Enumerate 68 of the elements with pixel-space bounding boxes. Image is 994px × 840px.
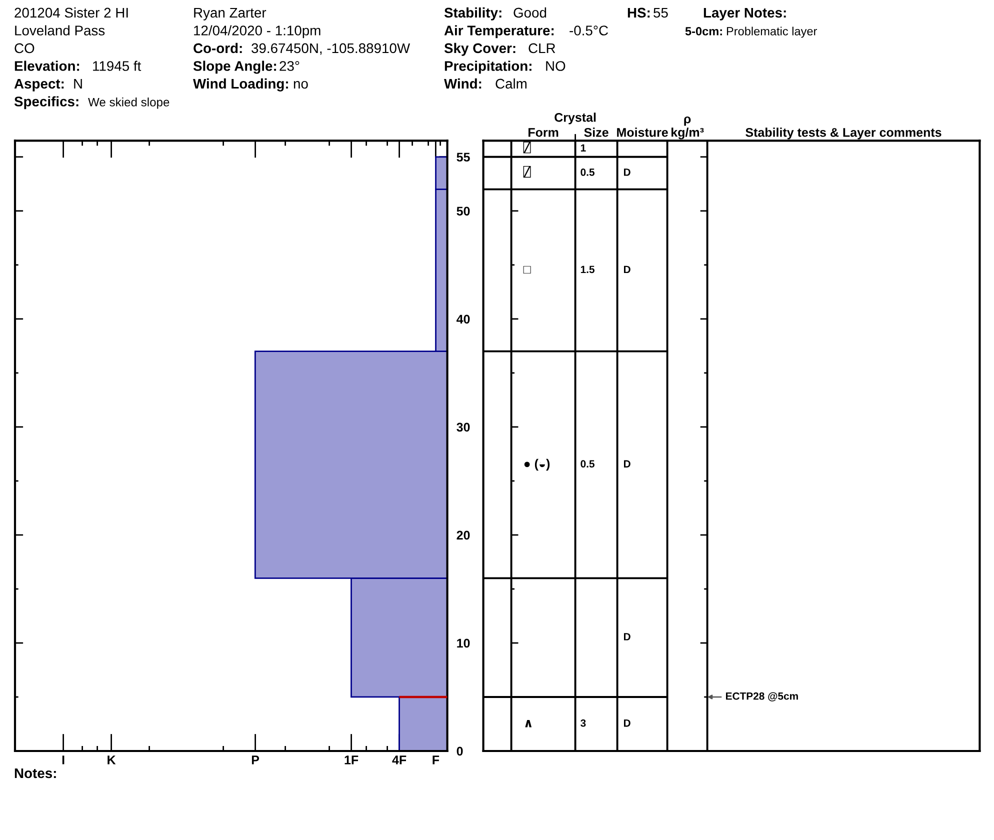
- text: D: [624, 720, 630, 727]
- text: Calm: [496, 78, 526, 89]
- text: ∧: [525, 720, 532, 728]
- text: K: [108, 756, 116, 764]
- text: 39.67450N, -105.88910W: [252, 43, 410, 55]
- text: Slope Angle:: [193, 60, 276, 74]
- text: Wind Loading:: [193, 78, 288, 92]
- text: Ryan Zarter: [194, 8, 266, 20]
- text: Stability:: [444, 7, 502, 20]
- y-tick-label: 30: [456, 422, 470, 432]
- text: ● (◒): [524, 458, 550, 471]
- text: Layer Notes:: [704, 8, 786, 20]
- y-tick-label: 55: [456, 152, 470, 162]
- text: Loveland Pass: [15, 25, 105, 36]
- text: Precipitation:: [444, 60, 532, 74]
- text: N: [74, 78, 82, 88]
- text: 12/04/2020 - 1:10pm: [194, 25, 320, 38]
- text: Sky Cover:: [444, 42, 516, 56]
- text: -0.5°C: [570, 26, 608, 36]
- text: CLR: [528, 43, 556, 54]
- text: Good: [514, 7, 546, 18]
- text: 4F: [392, 756, 406, 764]
- text: Aspect:: [14, 78, 64, 92]
- text: Problematic layer: [726, 26, 818, 38]
- y-tick-label: 0: [456, 746, 463, 756]
- text: ECTP28 @5cm: [726, 692, 798, 702]
- text: Specifics:: [14, 96, 78, 110]
- text: 3: [580, 719, 586, 727]
- text: 0.5: [580, 168, 594, 176]
- category-label: Moisture: [617, 128, 668, 137]
- text: 1.5: [580, 266, 594, 274]
- text: D: [624, 168, 630, 176]
- text: □: [523, 266, 531, 274]
- y-tick-label: 40: [456, 314, 470, 324]
- text: Wind:: [444, 78, 482, 89]
- text: 1F: [344, 756, 358, 764]
- category-label: Form: [528, 128, 558, 137]
- text: 201204 Sister 2 HI: [14, 7, 128, 18]
- text: Notes:: [14, 768, 56, 778]
- y-tick-label: 20: [456, 530, 470, 540]
- text: 55: [654, 8, 668, 18]
- text: 1: [580, 144, 586, 152]
- text: 23°: [280, 61, 300, 71]
- text: Air Temperature:: [444, 25, 554, 38]
- text: D: [624, 460, 630, 468]
- text: HS:: [628, 8, 650, 18]
- text: Elevation:: [14, 60, 80, 71]
- text: Co-ord:: [194, 42, 242, 54]
- text: no: [294, 81, 308, 89]
- category-label: Size: [584, 128, 608, 137]
- text: D: [624, 633, 630, 640]
- text: CO: [14, 43, 34, 54]
- category-label: Stability tests & Layer comments: [746, 128, 942, 140]
- text: 5-0cm:: [685, 27, 722, 36]
- text: ⍁: [523, 142, 531, 154]
- text: 11945 ft: [93, 60, 142, 71]
- text: Crystal: [554, 112, 596, 124]
- y-tick-label: 50: [456, 206, 470, 216]
- text: We skied slope: [88, 98, 170, 109]
- text: P: [252, 756, 260, 764]
- y-tick-label: 10: [457, 638, 470, 648]
- text: 0.5: [580, 460, 594, 468]
- text: NO: [546, 61, 566, 71]
- category-label: ρ kg/m³: [672, 116, 704, 140]
- text: ⍁: [523, 166, 531, 178]
- text: I: [62, 756, 64, 764]
- text: D: [624, 266, 630, 274]
- text: F: [432, 756, 440, 764]
